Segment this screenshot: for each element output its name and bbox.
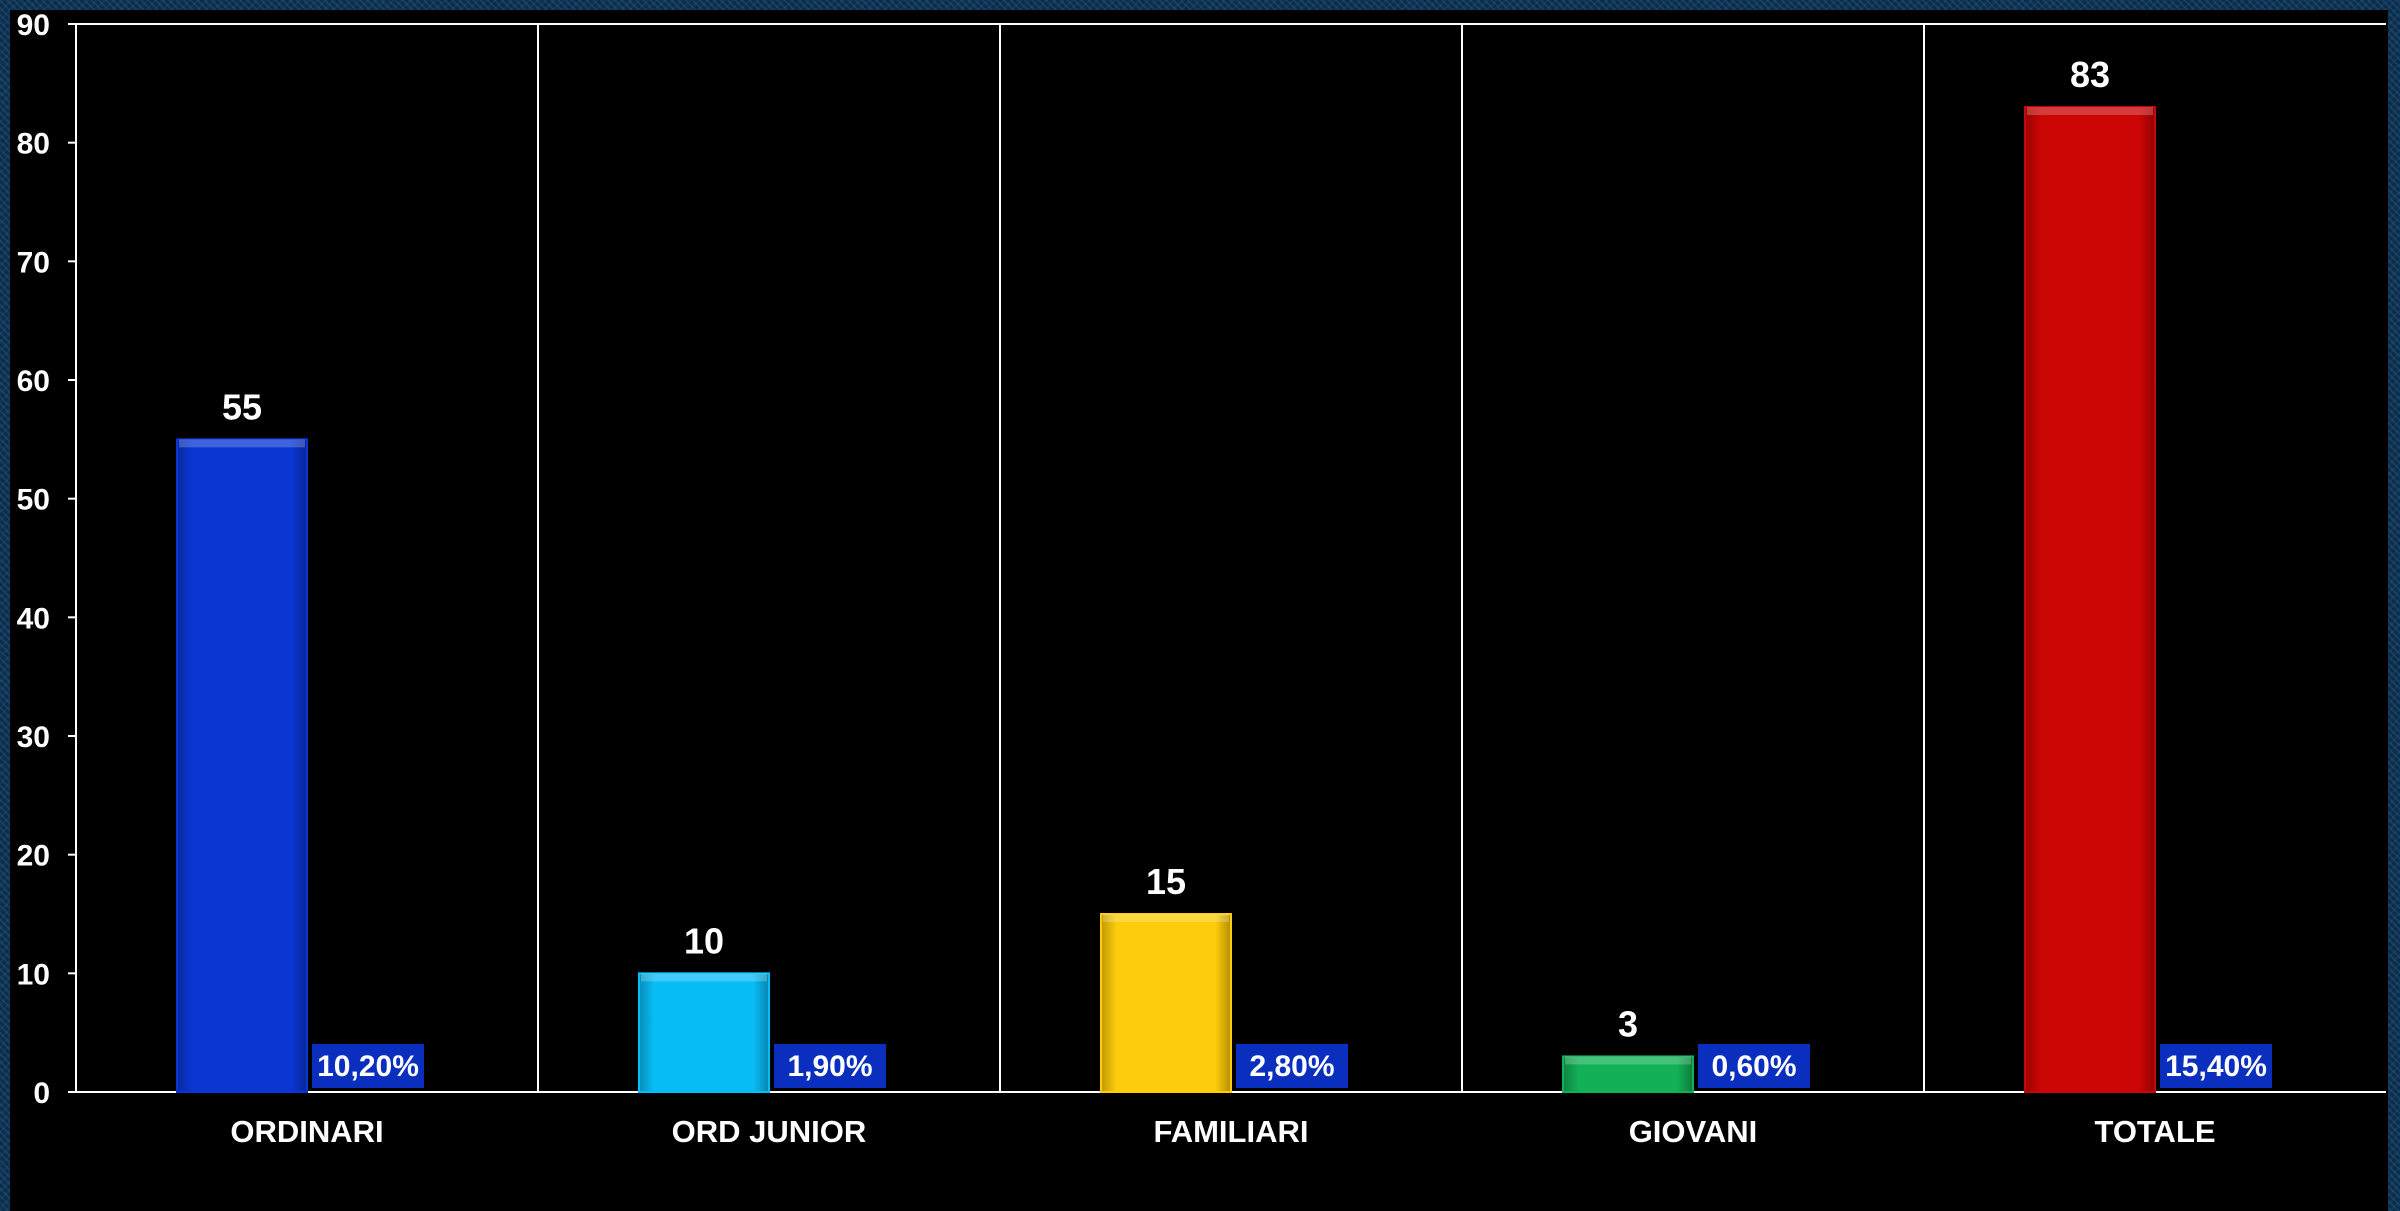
percent-label-box (1698, 1044, 1810, 1088)
y-tick-label: 10 (17, 958, 50, 991)
y-tick-label: 0 (33, 1077, 50, 1110)
y-tick-label: 70 (17, 246, 50, 279)
y-axis-tick-labels: 0 10 20 30 40 50 60 70 80 90 (17, 10, 76, 1110)
y-tick-label: 50 (17, 484, 50, 517)
category-label: ORDINARI (230, 1114, 383, 1149)
bar (1562, 1055, 1694, 1094)
category-labels: ORDINARI ORD JUNIOR FAMILIARI GIOVANI TOTALE (230, 1114, 2215, 1149)
bar-top-bevel (2027, 107, 2153, 116)
percent-label-box (2160, 1044, 2272, 1088)
bar (1100, 913, 1232, 1093)
bar (638, 972, 770, 1093)
y-tick-label: 60 (17, 365, 50, 398)
y-tick-label: 40 (17, 602, 50, 635)
category-label: FAMILIARI (1154, 1114, 1309, 1149)
y-tick-label: 30 (17, 721, 50, 754)
bar (176, 438, 308, 1094)
bar-top-bevel (1103, 914, 1229, 922)
y-tick-label: 90 (17, 10, 50, 42)
percent-label-box (774, 1044, 886, 1088)
y-tick-label: 80 (17, 128, 50, 161)
bar-value-label: 15 (1146, 861, 1186, 902)
percent-label: 0,60% (1711, 1050, 1796, 1083)
category-label: TOTALE (2094, 1114, 2215, 1149)
percent-label: 2,80% (1249, 1050, 1334, 1083)
bar-top-bevel (641, 973, 767, 982)
bar-value-label: 55 (222, 386, 262, 427)
y-tick-label: 20 (17, 840, 50, 873)
bar-value-label: 83 (2070, 54, 2110, 95)
bar-top-bevel (179, 439, 305, 448)
bar-top-bevel (1565, 1056, 1691, 1065)
category-label: GIOVANI (1629, 1114, 1758, 1149)
category-label: ORD JUNIOR (672, 1114, 867, 1149)
bar-chart: 0 10 20 30 40 50 60 70 80 90 55 10 15 3 83 10,20% 1,90… (17, 10, 2386, 1149)
bar-value-label: 10 (684, 920, 724, 961)
percent-labels: 10,20% 1,90% 2,80% 0,60% 15,40% (312, 1044, 2272, 1088)
grid-lines (75, 23, 2386, 1093)
value-labels: 55 10 15 3 83 (222, 54, 2110, 1044)
percent-label: 10,20% (317, 1050, 419, 1083)
percent-label-box (1236, 1044, 1348, 1088)
percent-label-box (312, 1044, 424, 1088)
bar (2024, 106, 2156, 1094)
bar-value-label: 3 (1618, 1003, 1638, 1044)
bars (176, 106, 2156, 1094)
plot-panel: 0 10 20 30 40 50 60 70 80 90 55 10 15 3 83 10,20% 1,90… (10, 10, 2388, 1211)
percent-label: 1,90% (787, 1050, 872, 1083)
percent-label: 15,40% (2165, 1050, 2267, 1083)
